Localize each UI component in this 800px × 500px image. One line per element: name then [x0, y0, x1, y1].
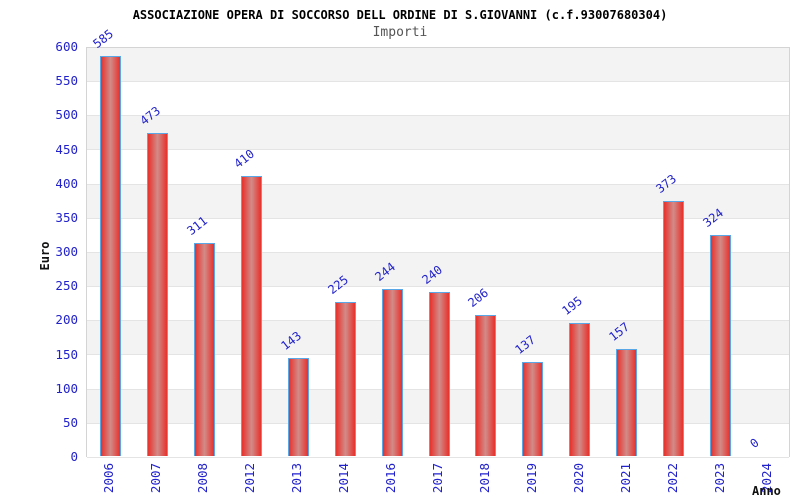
bar-2022: [663, 201, 685, 456]
y-tick-label: 500: [55, 107, 78, 123]
x-tick-label: 2017: [430, 462, 445, 494]
x-tick-label: 2022: [664, 462, 680, 494]
bar-2019: [522, 362, 544, 456]
bar-2013: [287, 358, 309, 456]
x-tick-label: 2006: [101, 462, 117, 494]
x-tick-label: 2007: [148, 462, 164, 494]
bar-2023: [710, 234, 732, 456]
y-tick-label: 600: [55, 39, 78, 54]
bar-2018: [475, 315, 497, 456]
bar-2016: [381, 289, 403, 456]
y-tick-label: 300: [55, 244, 78, 259]
x-tick-label: 2012: [242, 462, 258, 494]
plot-area: 585 473 311 410 143 225 244 240 206 137 195 157 373 3…: [86, 27, 790, 458]
bar-2012: [240, 175, 262, 456]
x-tick-label: 2021: [617, 462, 633, 494]
bar-2014: [334, 302, 356, 456]
x-tick-label: 2018: [476, 462, 492, 494]
y-tick-label: 150: [55, 346, 78, 362]
bar-2006: [99, 56, 121, 456]
x-tick-label: 2008: [195, 462, 211, 494]
y-tick-label: 350: [55, 209, 78, 225]
bar-2020: [569, 322, 591, 456]
grid-band: [87, 150, 789, 185]
x-tick-label: 2020: [570, 462, 586, 494]
x-tick-label: 2013: [289, 462, 305, 494]
grid-band: [87, 82, 789, 117]
y-tick-label: 200: [55, 312, 78, 328]
grid-band: [87, 48, 789, 83]
x-axis-title: Anno: [752, 484, 781, 498]
bar-2008: [193, 243, 215, 456]
y-tick-label: 50: [62, 414, 78, 430]
x-tick-label: 2014: [336, 462, 352, 494]
bar-2007: [146, 132, 168, 456]
x-tick-label: 2023: [711, 462, 727, 494]
x-tick-label: 2016: [383, 462, 399, 494]
y-tick-label: 100: [55, 380, 78, 396]
bar-2017: [428, 292, 450, 456]
chart-title: ASSOCIAZIONE OPERA DI SOCCORSO DELL ORDI…: [132, 8, 668, 22]
grid-band: [87, 116, 789, 151]
bar-2021: [616, 348, 638, 456]
y-axis-title: Euro: [38, 241, 52, 271]
chart-subtitle: Importi: [372, 25, 428, 40]
y-tick-label: 450: [55, 141, 78, 157]
x-tick-label: 2019: [523, 462, 539, 494]
y-tick-label: 250: [55, 278, 78, 294]
y-tick-label: 550: [55, 73, 78, 89]
y-tick-label: 400: [55, 175, 78, 191]
y-tick-label: 0: [70, 449, 78, 464]
